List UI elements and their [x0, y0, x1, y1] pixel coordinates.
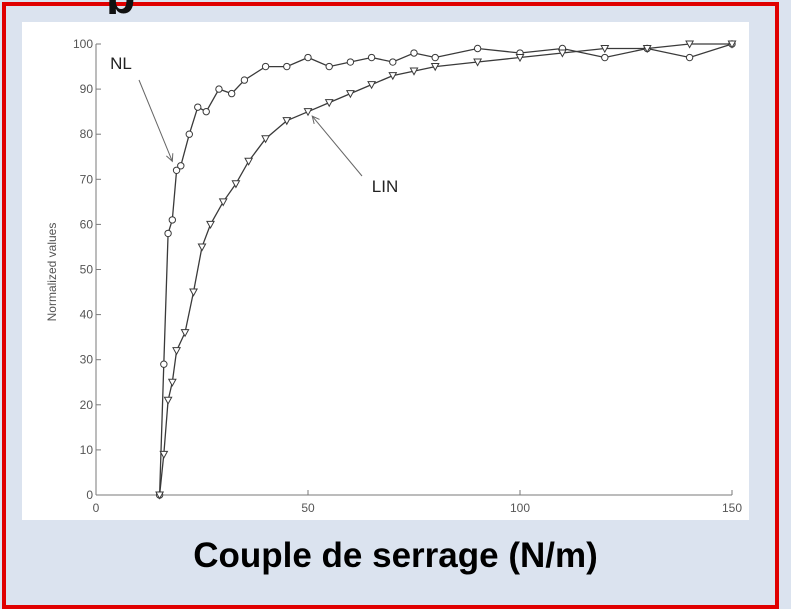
data-point	[189, 288, 198, 297]
x-tick-label: 50	[301, 501, 315, 515]
data-point	[282, 117, 292, 126]
data-point	[431, 53, 439, 62]
data-point	[163, 396, 173, 405]
data-point	[304, 53, 312, 62]
data-point	[410, 49, 418, 57]
data-point	[261, 135, 271, 144]
y-tick-label: 30	[80, 353, 94, 367]
y-tick-label: 60	[80, 217, 94, 231]
data-point	[685, 53, 694, 62]
data-point	[167, 378, 177, 387]
data-point	[155, 491, 165, 500]
data-point	[185, 130, 193, 138]
data-point	[160, 360, 168, 368]
y-tick-label: 50	[80, 263, 94, 277]
y-tick-label: 10	[80, 443, 94, 457]
series-nl	[155, 40, 736, 499]
chart-caption: Couple de serrage (N/m)	[193, 536, 598, 575]
data-point	[168, 216, 177, 224]
data-point	[346, 58, 355, 66]
annotation-arrow	[138, 79, 173, 162]
chart-card	[22, 22, 749, 520]
data-point	[159, 450, 169, 460]
annotation-layer: NL LIN	[110, 54, 398, 196]
data-point	[642, 45, 652, 54]
data-point	[601, 53, 609, 62]
data-point	[515, 54, 525, 63]
data-point	[557, 49, 567, 58]
data-point	[240, 76, 249, 84]
annotation-label: NL	[110, 54, 132, 73]
annotation-nl: NL	[110, 54, 174, 163]
data-point	[324, 99, 334, 108]
y-tick-label: 100	[73, 37, 93, 51]
x-tick-label: 100	[510, 501, 530, 515]
y-tick-label: 90	[80, 82, 94, 96]
data-point	[164, 229, 172, 238]
data-point	[600, 45, 610, 54]
data-point	[409, 67, 419, 76]
data-point	[685, 40, 695, 49]
annotation-arrow	[311, 115, 363, 177]
y-tick-label: 70	[80, 172, 94, 186]
data-point	[303, 108, 313, 117]
arrowhead	[166, 153, 174, 163]
data-point	[261, 62, 270, 71]
data-point	[180, 329, 190, 338]
data-point	[283, 62, 291, 71]
data-point	[345, 90, 355, 99]
data-point	[172, 347, 182, 356]
annotation-lin: LIN	[311, 115, 398, 196]
series-lin	[155, 40, 737, 500]
data-point	[244, 157, 254, 166]
data-point	[172, 166, 181, 174]
data-point	[194, 103, 202, 111]
y-tick-label: 0	[86, 488, 93, 502]
data-point	[202, 107, 210, 116]
data-point	[367, 53, 376, 62]
data-point	[197, 243, 207, 252]
data-point	[473, 44, 482, 53]
series-line	[158, 43, 732, 496]
y-tick-label: 80	[80, 127, 94, 141]
y-axis-label: Normalized values	[45, 223, 59, 322]
data-point	[215, 85, 223, 93]
slide-title-fragment: p	[106, 0, 152, 14]
data-point	[325, 62, 333, 71]
data-point	[177, 162, 185, 170]
data-point	[367, 81, 377, 90]
data-point	[389, 58, 397, 66]
series-line	[158, 43, 733, 496]
x-tick-label: 150	[722, 501, 742, 515]
annotation-label: LIN	[372, 177, 398, 196]
data-point	[473, 58, 483, 67]
series-layer	[155, 40, 737, 500]
slide-title-text: p	[106, 0, 152, 14]
data-point	[388, 72, 398, 81]
arrowhead	[311, 115, 320, 125]
data-point	[206, 220, 215, 230]
data-point	[218, 198, 228, 207]
data-point	[227, 89, 236, 98]
data-point	[727, 40, 737, 49]
y-tick-label: 40	[80, 308, 94, 322]
data-point	[231, 180, 241, 189]
x-tick-label: 0	[93, 501, 100, 515]
data-point	[430, 63, 440, 72]
chart-axes: 0 10 20 30 40 50 60 70 80 90 100 0 50 100 150	[73, 37, 742, 515]
y-tick-label: 20	[80, 398, 94, 412]
